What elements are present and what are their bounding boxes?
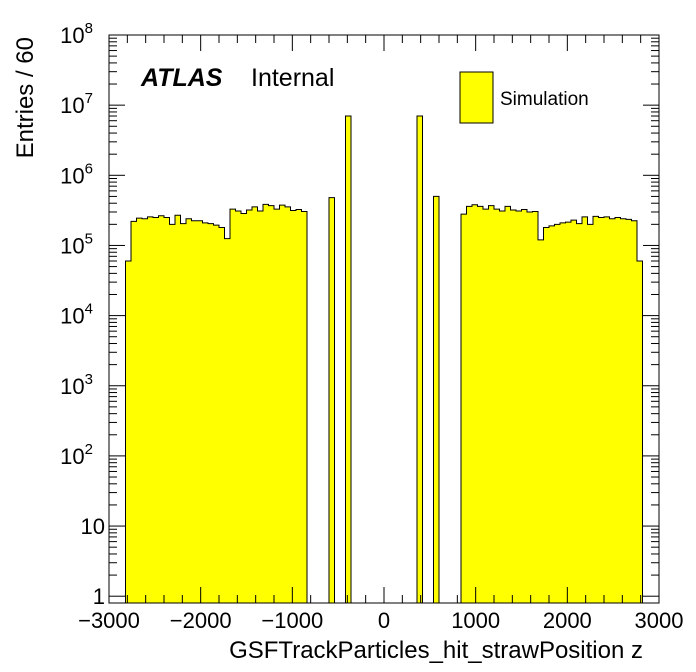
histogram-bar	[274, 209, 280, 603]
legend-label-simulation: Simulation	[500, 89, 589, 110]
histogram-bar	[510, 210, 516, 603]
y-tick-label: 102	[60, 441, 93, 469]
histogram-bar	[538, 239, 544, 603]
histogram-bar	[543, 227, 549, 604]
histogram-bar	[252, 206, 258, 603]
histogram-bar	[609, 218, 615, 603]
histogram-bar	[180, 223, 186, 603]
histogram-bar	[560, 222, 566, 603]
x-tick-label: −1000	[261, 608, 323, 633]
histogram-bar	[158, 215, 164, 603]
histogram-bar	[296, 209, 302, 604]
x-tick-label: −3000	[78, 608, 140, 633]
x-tick-label: 3000	[635, 608, 684, 633]
histogram-bar	[521, 209, 527, 604]
histogram-bar	[499, 210, 505, 604]
y-axis-title: Entries / 60	[12, 37, 39, 158]
x-axis-title: GSFTrackParticles_hit_strawPosition z	[229, 637, 643, 664]
histogram-bar	[153, 217, 159, 604]
histogram-bar	[466, 206, 472, 603]
histogram-bar	[345, 116, 351, 604]
y-tick-label: 1	[93, 584, 105, 609]
legend-swatch-simulation	[459, 71, 494, 124]
x-tick-label: 1000	[451, 608, 500, 633]
histogram-bar	[186, 218, 192, 603]
histogram-bar	[169, 224, 175, 603]
histogram-bar	[175, 215, 181, 603]
histogram-bar	[615, 217, 621, 604]
histogram-bar	[483, 209, 489, 603]
histogram-bar	[301, 211, 307, 604]
histogram-bar	[516, 210, 522, 604]
histogram-bar	[631, 220, 637, 604]
histogram-bar	[582, 216, 588, 603]
histogram-bar	[164, 217, 170, 604]
histogram-bar	[219, 227, 225, 604]
histogram-bar	[620, 218, 626, 603]
histogram-bar	[279, 205, 285, 603]
histogram-bar	[494, 209, 500, 603]
internal-label: Internal	[251, 64, 334, 92]
histogram-bar	[147, 216, 153, 603]
histogram-bar	[505, 206, 511, 603]
histogram-bar	[257, 210, 263, 604]
histogram-bar	[626, 219, 632, 604]
histogram-bar	[263, 204, 269, 603]
y-tick-label: 10	[81, 514, 105, 539]
histogram-bar	[241, 213, 247, 604]
histogram-bar	[554, 224, 560, 603]
y-tick-label: 105	[60, 230, 93, 258]
histogram-bars	[125, 115, 643, 604]
histogram-bar	[593, 216, 599, 603]
histogram-outline	[125, 115, 643, 603]
legend: Simulation	[459, 71, 589, 124]
histogram-bar	[461, 214, 467, 603]
y-tick-label: 106	[60, 160, 93, 188]
histogram-bar	[230, 209, 236, 603]
histogram-bar	[329, 197, 335, 603]
x-axis-ticks: −3000 −2000 −1000 0 1000 2000 3000	[78, 35, 683, 633]
x-tick-label: −2000	[170, 608, 232, 633]
histogram-bar	[571, 220, 577, 603]
histogram-bar	[532, 211, 538, 604]
histogram-bar	[604, 216, 610, 603]
histogram-bar	[202, 222, 208, 603]
y-axis-ticks: 1 10 102 103 104 105 106 107 108	[60, 20, 659, 609]
histogram-bar	[433, 196, 439, 604]
histogram-bar	[477, 206, 483, 603]
atlas-label: ATLAS	[140, 64, 223, 92]
y-tick-label: 104	[60, 301, 93, 329]
histogram-bar	[224, 238, 230, 603]
axes: −3000 −2000 −1000 0 1000 2000 3000 1 10 102 103 10…	[60, 20, 683, 633]
histogram-bar	[136, 218, 142, 603]
histogram-bar	[208, 223, 214, 603]
histogram-bar	[235, 210, 241, 604]
histogram-bar	[417, 116, 423, 604]
y-tick-label: 108	[60, 20, 93, 48]
histogram-bar	[488, 205, 494, 603]
histogram-bar	[131, 221, 137, 603]
histogram-bar	[197, 220, 203, 604]
histogram-bar	[125, 261, 131, 603]
histogram-bar	[637, 261, 643, 603]
histogram-bar	[285, 206, 291, 603]
histogram-bar	[246, 210, 252, 603]
histogram-bar	[576, 223, 582, 603]
histogram-bar	[587, 224, 593, 603]
y-tick-label: 107	[60, 90, 93, 118]
histogram-bar	[290, 210, 296, 604]
x-tick-label: 2000	[543, 608, 592, 633]
histogram-bar	[472, 204, 478, 603]
histogram-bar	[598, 217, 604, 604]
histogram-bar	[268, 205, 274, 603]
histogram-bar	[142, 218, 148, 603]
x-tick-label: 0	[378, 608, 390, 633]
histogram-bar	[213, 225, 219, 603]
histogram-bar	[191, 220, 197, 604]
y-tick-label: 103	[60, 371, 93, 399]
histogram-bar	[565, 222, 571, 603]
histogram-bar	[549, 225, 555, 603]
histogram-bar	[527, 211, 533, 604]
